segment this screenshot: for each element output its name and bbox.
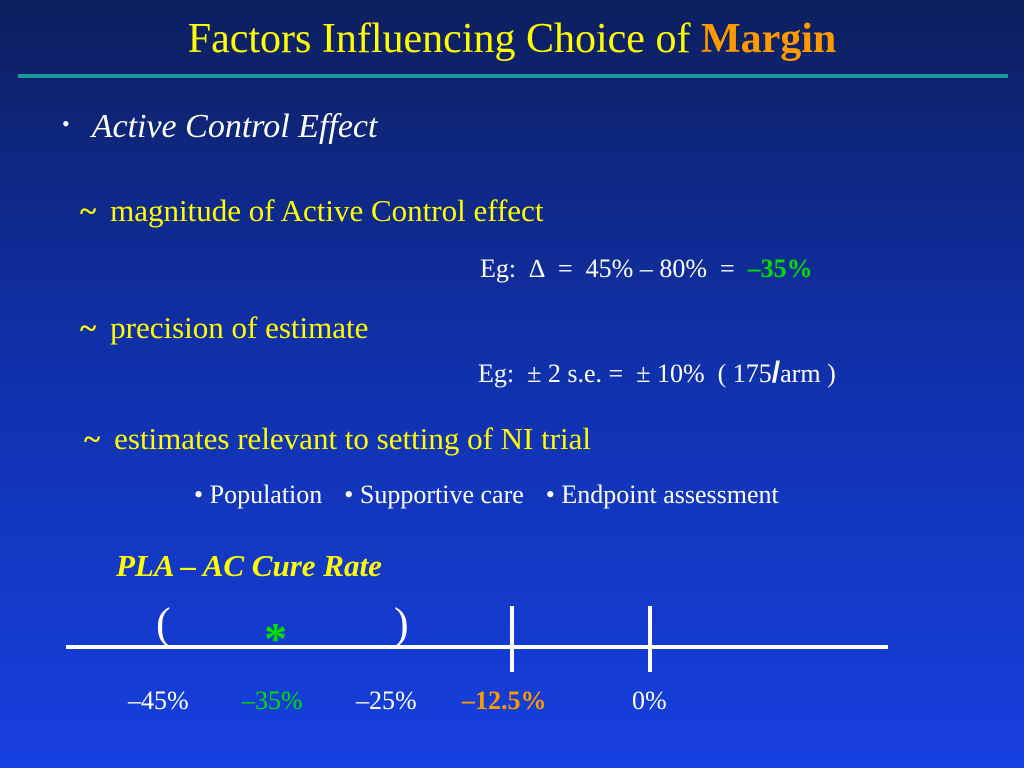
subpoint-setting: ~ estimates relevant to setting of NI tri… (84, 421, 591, 457)
title-main: Factors Influencing Choice of (187, 16, 691, 62)
title-accent: Margin (700, 16, 837, 62)
scale-label-margin: –12.5% (462, 686, 547, 715)
tilde-marker: ~ (80, 193, 97, 228)
subpoint-text: estimates relevant to setting of NI tria… (114, 421, 592, 456)
subpoint-text: magnitude of Active Control effect (110, 193, 544, 228)
scale-label-minus45: –45% (128, 686, 189, 715)
subpoint-text: precision of estimate (110, 310, 369, 345)
example-delta-result: –35% (747, 254, 813, 283)
zero-tick (648, 606, 652, 672)
bullet-marker: • (62, 111, 70, 136)
title-divider (18, 74, 1008, 78)
example-precision-slash: / (771, 356, 781, 389)
scale-axis-line (66, 645, 888, 649)
item-supportive-care: • Supportive care (344, 480, 524, 509)
scale-label-zero: 0% (632, 686, 667, 715)
tilde-marker: ~ (84, 421, 101, 456)
scale-label-minus25: –25% (356, 686, 417, 715)
item-population: • Population (194, 480, 323, 509)
main-bullet: • Active Control Effect (62, 108, 377, 146)
example-delta: Eg: ∆ = 45% – 80% = –35% (480, 254, 813, 284)
tilde-marker: ~ (80, 310, 97, 345)
estimate-star: * (264, 613, 287, 664)
subpoint-magnitude: ~ magnitude of Active Control effect (80, 193, 543, 229)
bullet-text: Active Control Effect (91, 108, 378, 145)
slide-title: Factors Influencing Choice of Margin (0, 12, 1024, 66)
setting-items: • Population • Supportive care • Endpoint … (194, 480, 779, 510)
ci-open-paren: ( (156, 599, 171, 648)
ci-close-paren: ) (394, 599, 409, 648)
subpoint-precision: ~ precision of estimate (80, 310, 368, 346)
item-endpoint-assessment: • Endpoint assessment (545, 480, 779, 509)
scale-label-minus35: –35% (242, 686, 303, 715)
example-precision-prefix: Eg: ± 2 s.e. = ± 10% ( 175 (478, 359, 772, 388)
margin-tick (510, 606, 514, 672)
example-precision: Eg: ± 2 s.e. = ± 10% ( 175/arm ) (478, 356, 836, 390)
example-precision-suffix: arm ) (780, 359, 836, 388)
scale-label: PLA – AC Cure Rate (116, 548, 382, 583)
example-delta-prefix: Eg: ∆ = 45% – 80% = (480, 254, 748, 283)
